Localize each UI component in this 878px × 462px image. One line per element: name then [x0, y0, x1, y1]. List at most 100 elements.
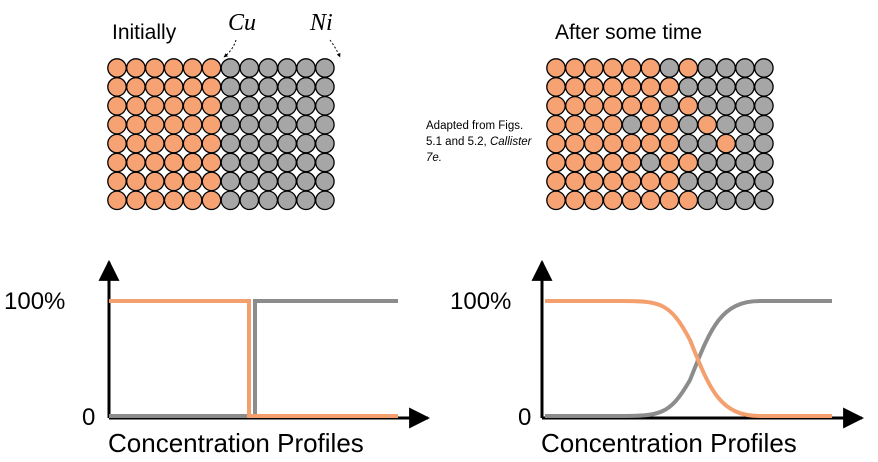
cu-atom — [163, 133, 184, 154]
cu-atom — [583, 95, 604, 116]
left-cu-profile — [109, 299, 398, 418]
ni-atom — [277, 95, 297, 116]
ni-atom — [697, 152, 718, 173]
ni-atom — [754, 152, 774, 173]
cu-atom — [565, 190, 585, 211]
ni-atom — [640, 152, 661, 173]
ni-atom — [697, 58, 718, 78]
ni-atom — [315, 190, 335, 211]
ni-atom — [716, 152, 736, 173]
ni-atom — [277, 133, 297, 154]
ni-atom — [239, 152, 260, 173]
ni-atom — [296, 171, 316, 192]
ni-atom — [735, 133, 755, 154]
cu-atom — [621, 133, 642, 154]
ni-atom — [220, 133, 241, 154]
cu-atom — [163, 171, 184, 192]
cu-atom — [640, 133, 661, 154]
left-caption: Concentration Profiles — [108, 428, 364, 458]
cu-atom — [621, 77, 642, 97]
cu-pointer-arrow — [223, 39, 237, 58]
lattice-later — [546, 58, 774, 211]
ni-atom — [754, 77, 774, 97]
cu-atom — [583, 58, 604, 78]
ni-pointer-arrow — [329, 39, 341, 58]
cu-atom — [546, 114, 566, 135]
cu-atom — [565, 152, 585, 173]
figure-credit: Adapted from Figs. 5.1 and 5.2, Calliste… — [426, 118, 536, 166]
ni-atom — [659, 95, 680, 116]
cu-atom — [201, 77, 222, 97]
right-100-label: 100% — [450, 288, 512, 315]
ni-label: Ni — [310, 10, 333, 36]
cu-atom — [583, 77, 604, 97]
cu-atom — [144, 77, 165, 97]
ni-atom — [296, 190, 316, 211]
ni-atom — [315, 95, 335, 116]
ni-atom — [258, 77, 279, 97]
ni-atom — [258, 133, 279, 154]
cu-atom — [678, 152, 699, 173]
left-0-label: 0 — [82, 404, 96, 431]
cu-atom — [201, 152, 222, 173]
left-100-label: 100% — [4, 288, 66, 315]
cu-atom — [640, 58, 661, 78]
right-ni-profile — [545, 299, 832, 418]
ni-atom — [697, 95, 718, 116]
ni-atom — [296, 95, 316, 116]
cu-atom — [107, 133, 127, 154]
ni-atom — [277, 58, 297, 78]
cu-atom — [144, 133, 165, 154]
cu-atom — [678, 95, 699, 116]
cu-atom — [182, 133, 203, 154]
ni-atom — [258, 95, 279, 116]
ni-atom — [220, 95, 241, 116]
ni-atom — [678, 77, 699, 97]
cu-atom — [659, 190, 680, 211]
cu-atom — [621, 95, 642, 116]
ni-atom — [754, 190, 774, 211]
ni-atom — [754, 95, 774, 116]
cu-atom — [583, 171, 604, 192]
cu-atom — [126, 133, 146, 154]
ni-atom — [296, 152, 316, 173]
cu-atom — [716, 133, 736, 154]
ni-atom — [716, 190, 736, 211]
cu-atom — [565, 133, 585, 154]
ni-atom — [716, 171, 736, 192]
cu-atom — [565, 171, 585, 192]
ni-atom — [735, 58, 755, 78]
cu-atom — [621, 58, 642, 78]
cu-atom — [182, 77, 203, 97]
ni-atom — [754, 171, 774, 192]
cu-atom — [201, 190, 222, 211]
ni-atom — [735, 171, 755, 192]
ni-atom — [239, 95, 260, 116]
cu-atom — [201, 114, 222, 135]
ni-atom — [716, 114, 736, 135]
cu-atom — [182, 58, 203, 78]
ni-atom — [735, 190, 755, 211]
cu-atom — [659, 77, 680, 97]
cu-atom — [126, 77, 146, 97]
ni-atom — [239, 133, 260, 154]
ni-atom — [754, 58, 774, 78]
cu-atom — [107, 58, 127, 78]
cu-atom — [126, 58, 146, 78]
cu-atom — [144, 114, 165, 135]
credit-italic: Callister 7e. — [426, 136, 532, 164]
cu-atom — [621, 171, 642, 192]
cu-atom — [640, 77, 661, 97]
cu-atom — [144, 58, 165, 78]
cu-atom — [602, 133, 623, 154]
cu-atom — [107, 95, 127, 116]
cu-atom — [126, 152, 146, 173]
ni-atom — [659, 58, 680, 78]
cu-atom — [565, 114, 585, 135]
cu-atom — [602, 152, 623, 173]
cu-atom — [546, 190, 566, 211]
cu-atom — [659, 114, 680, 135]
cu-atom — [602, 114, 623, 135]
cu-atom — [602, 171, 623, 192]
cu-atom — [546, 171, 566, 192]
